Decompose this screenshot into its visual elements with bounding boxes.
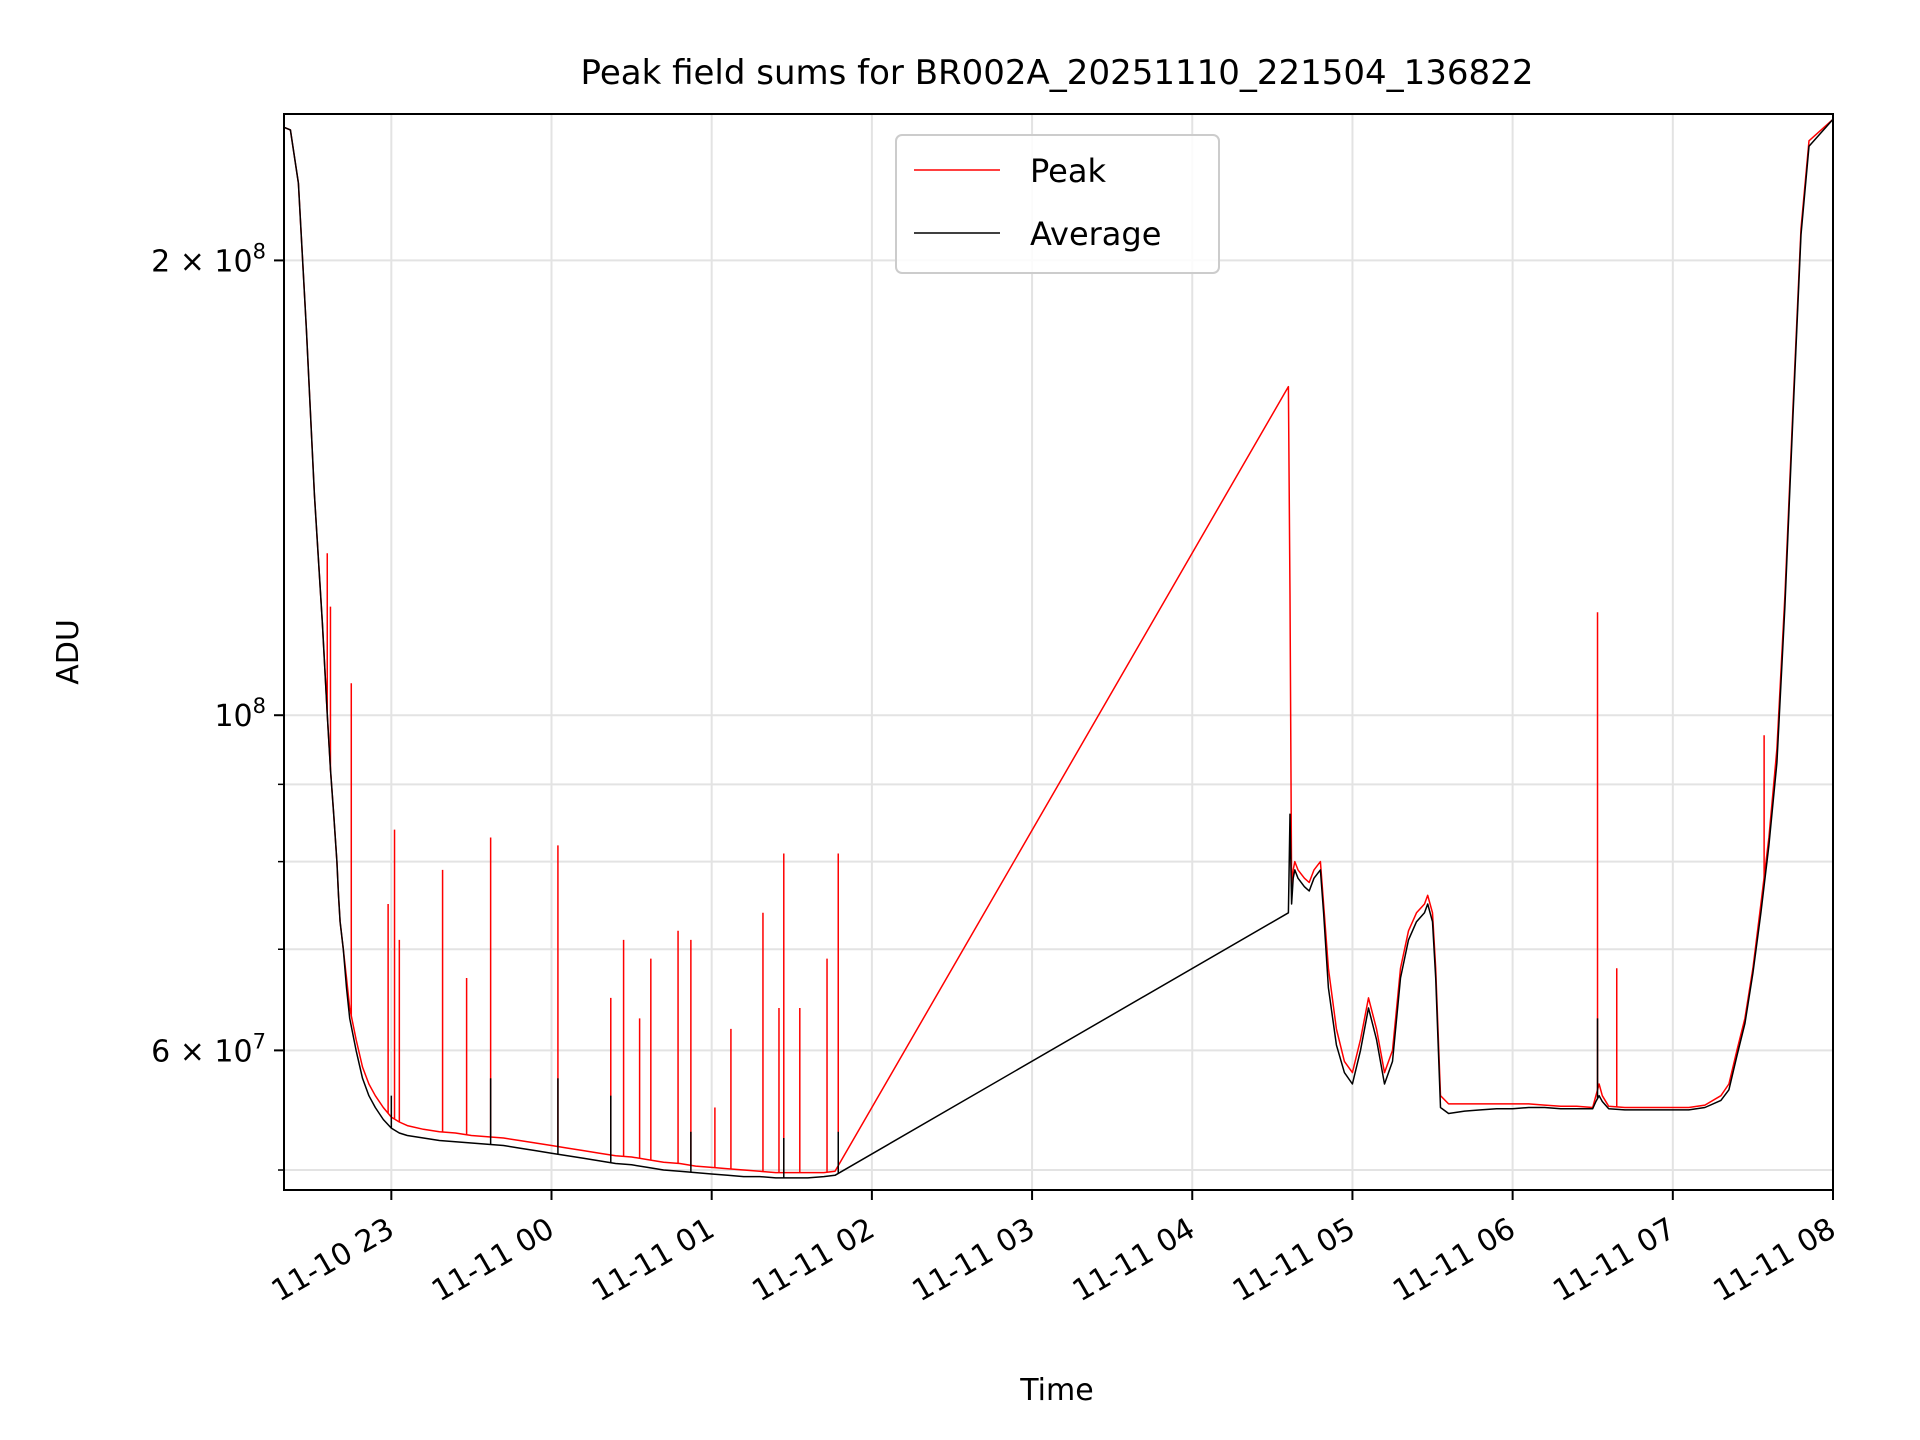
legend-average-label: Average	[1030, 215, 1161, 253]
y-tick-label-exponent: 7	[253, 1029, 266, 1053]
y-tick-label: 108	[214, 694, 266, 734]
y-tick-label-base: 10	[214, 699, 252, 734]
y-axis-label: ADU	[51, 619, 86, 685]
plot-frame	[283, 113, 1834, 1191]
peak-series-line	[283, 118, 1834, 1174]
y-tick-label: 2 × 108	[151, 239, 266, 279]
y-tick-label-base: 6 × 10	[151, 1034, 252, 1069]
y-tick-label-exponent: 8	[253, 694, 266, 718]
y-tick-label: 6 × 107	[151, 1029, 266, 1069]
y-tick-label-base: 2 × 10	[151, 244, 252, 279]
legend: Peak Average	[895, 134, 1220, 274]
series-layer	[283, 118, 1834, 1179]
x-axis-label: Time	[1019, 1373, 1093, 1408]
average-series-line	[283, 118, 1834, 1179]
legend-peak-label: Peak	[1030, 152, 1106, 190]
y-tick-label-exponent: 8	[253, 239, 266, 263]
chart-title: Peak field sums for BR002A_20251110_2215…	[581, 53, 1534, 93]
